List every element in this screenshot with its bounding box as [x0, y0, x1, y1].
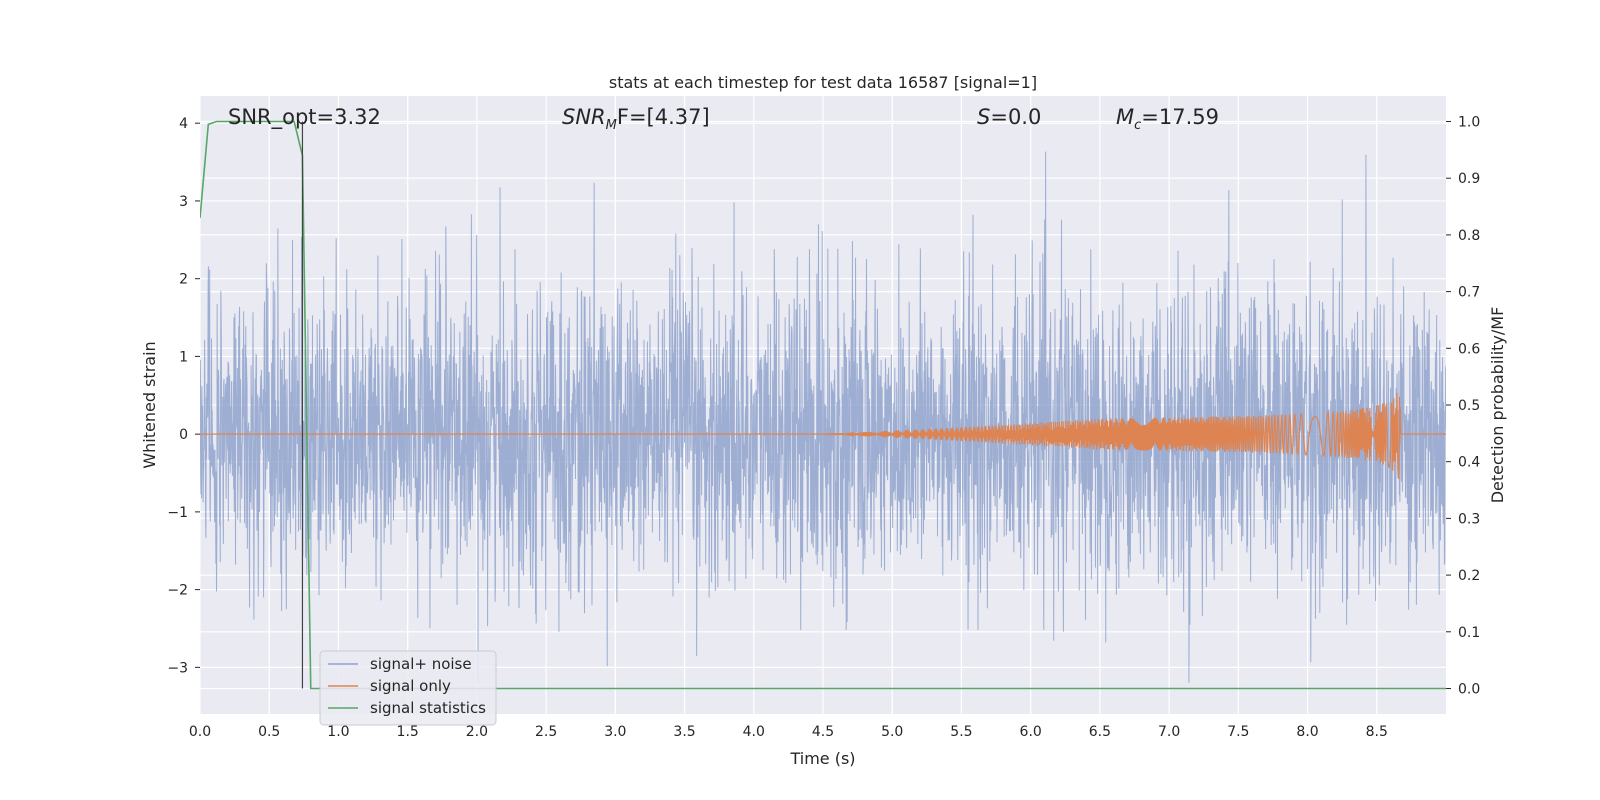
noise-line	[200, 151, 1446, 683]
y-right-axis-label: Detection probability/MF	[1488, 307, 1507, 504]
x-tick-label: 6.5	[1089, 724, 1111, 740]
y-right-tick-label: 0.7	[1458, 285, 1480, 301]
y-tick-label: 0	[179, 427, 188, 443]
x-axis-ticks: 0.0 0.5 1.0 1.5 2.0 2.5 3.0 3.5 4.0 4.5 5.0 5.5 6.0 6…	[189, 724, 1388, 740]
chart-title: stats at each timestep for test data 165…	[609, 73, 1037, 92]
x-tick-label: 4.0	[743, 724, 765, 740]
legend-box	[319, 650, 497, 726]
x-tick-label: 2.5	[535, 724, 557, 740]
x-tick-label: 1.0	[327, 724, 349, 740]
x-tick-label: 0.0	[189, 724, 211, 740]
signal-series	[200, 392, 1446, 480]
y-right-tick-label: 0.3	[1458, 511, 1480, 527]
x-tick-label: 5.5	[950, 724, 972, 740]
statistics-series	[200, 120, 1446, 690]
snr-mf-annotation: SNRMF=[4.37]	[562, 105, 710, 133]
x-tick-label: 3.0	[604, 724, 626, 740]
y-tick-label: −2	[167, 583, 188, 599]
y-tick-label: −1	[167, 505, 188, 521]
y-right-tick-label: 0.5	[1458, 398, 1480, 414]
y-right-tick-label: 1.0	[1458, 115, 1480, 131]
y-right-axis-ticks: 0.0 0.1 0.2 0.3 0.4 0.5 0.6 0.7 0.8 0.9 1.0	[1446, 115, 1480, 697]
x-tick-label: 5.0	[881, 724, 903, 740]
x-axis-label: Time (s)	[789, 749, 855, 768]
x-tick-label: 0.5	[258, 724, 280, 740]
x-tick-label: 2.0	[466, 724, 488, 740]
y-right-tick-label: 0.0	[1458, 681, 1480, 697]
x-tick-label: 8.5	[1366, 724, 1388, 740]
y-tick-label: 1	[179, 349, 188, 365]
x-tick-label: 8.0	[1296, 724, 1318, 740]
legend-label-noise: signal+ noise	[370, 655, 472, 673]
y-axis-label: Whitened strain	[140, 341, 159, 468]
x-tick-label: 1.5	[397, 724, 419, 740]
y-right-tick-label: 0.1	[1458, 625, 1480, 641]
mc-annotation: Mc=17.59	[1116, 105, 1219, 133]
y-axis-ticks: −3 −2 −1 0 1 2 3 4	[167, 116, 200, 676]
y-tick-label: 4	[179, 116, 188, 132]
y-right-tick-label: 0.6	[1458, 341, 1480, 357]
x-tick-label: 6.0	[1020, 724, 1042, 740]
y-tick-label: 2	[179, 272, 188, 288]
legend: signal+ noise signal only signal statist…	[319, 650, 497, 726]
signal-line	[200, 392, 1446, 480]
x-tick-label: 7.0	[1158, 724, 1180, 740]
y-tick-label: −3	[167, 660, 188, 676]
y-right-tick-label: 0.4	[1458, 455, 1480, 471]
y-right-tick-label: 0.8	[1458, 228, 1480, 244]
statistics-line	[200, 120, 1446, 690]
y-right-tick-label: 0.2	[1458, 568, 1480, 584]
snr-opt-annotation: SNR_opt=3.32	[228, 105, 381, 130]
x-tick-label: 4.5	[812, 724, 834, 740]
y-right-tick-label: 0.9	[1458, 171, 1480, 187]
noise-series	[200, 151, 1446, 683]
s-annotation: S=0.0	[977, 105, 1041, 129]
legend-label-signal: signal only	[370, 677, 451, 695]
x-tick-label: 3.5	[673, 724, 695, 740]
x-tick-label: 7.5	[1227, 724, 1249, 740]
y-tick-label: 3	[179, 194, 188, 210]
legend-label-statistics: signal statistics	[370, 699, 486, 717]
